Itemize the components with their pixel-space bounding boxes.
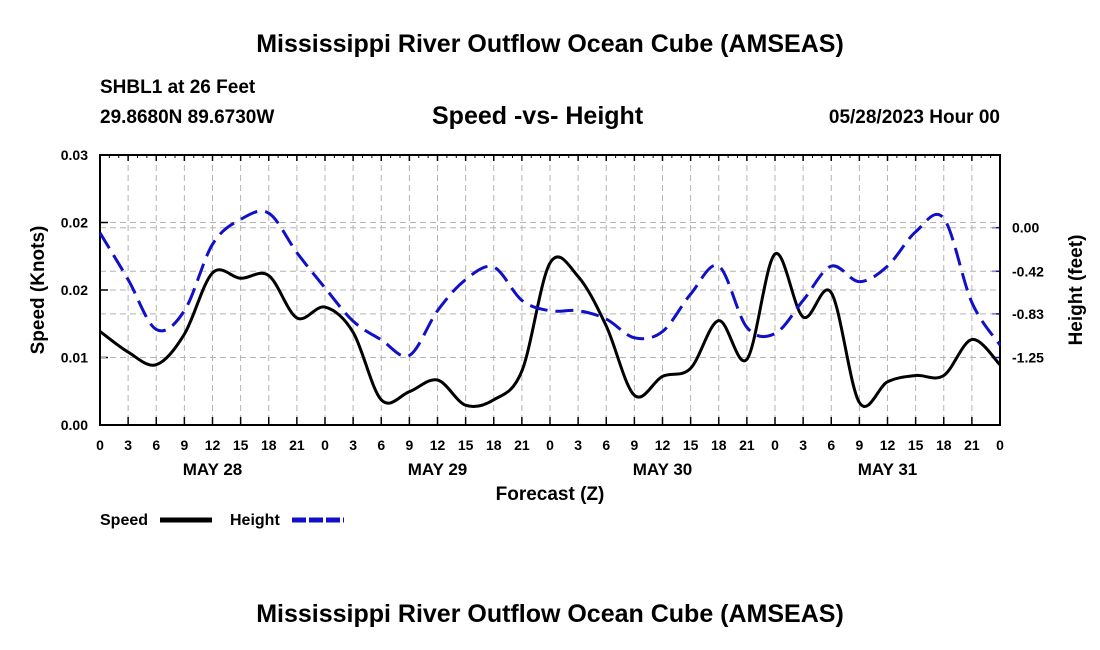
x-tick-label: 3: [349, 437, 357, 453]
x-tick-label: 6: [827, 437, 835, 453]
x-tick-label: 6: [377, 437, 385, 453]
x-tick-label: 21: [514, 437, 530, 453]
day-label: MAY 31: [858, 460, 918, 479]
x-tick-label: 9: [180, 437, 188, 453]
x-tick-label: 9: [405, 437, 413, 453]
x-axis-title: Forecast (Z): [496, 484, 605, 505]
x-tick-label: 18: [261, 437, 277, 453]
x-tick-label: 12: [430, 437, 446, 453]
legend-speed-label: Speed: [100, 512, 148, 529]
chart-subtitle: Speed -vs- Height: [432, 102, 644, 130]
x-tick-label: 21: [964, 437, 980, 453]
x-tick-label: 15: [458, 437, 474, 453]
x-tick-label: 0: [321, 437, 329, 453]
y-tick-label: 0.00: [61, 417, 88, 433]
station-label: SHBL1 at 26 Feet: [100, 77, 256, 98]
day-label: MAY 30: [633, 460, 693, 479]
y2-tick-label: -1.25: [1012, 350, 1044, 366]
x-tick-label: 18: [486, 437, 502, 453]
day-label: MAY 28: [183, 460, 243, 479]
x-tick-label: 21: [739, 437, 755, 453]
x-tick-label: 12: [655, 437, 671, 453]
y2-tick-label: -0.83: [1012, 306, 1044, 322]
y2-tick-label: 0.00: [1012, 220, 1039, 236]
x-tick-label: 6: [152, 437, 160, 453]
y-tick-label: 0.01: [61, 350, 88, 366]
x-tick-label: 12: [205, 437, 221, 453]
day-label: MAY 29: [408, 460, 468, 479]
x-tick-label: 3: [799, 437, 807, 453]
x-tick-label: 6: [602, 437, 610, 453]
x-tick-label: 9: [855, 437, 863, 453]
speed-series-line: [99, 252, 1002, 409]
x-tick-label: 12: [880, 437, 896, 453]
x-tick-label: 3: [574, 437, 582, 453]
x-tick-label: 18: [711, 437, 727, 453]
location-label: 29.8680N 89.6730W: [100, 107, 275, 128]
x-tick-label: 15: [683, 437, 699, 453]
x-tick-label: 21: [289, 437, 305, 453]
x-tick-label: 3: [124, 437, 132, 453]
x-tick-label: 0: [96, 437, 104, 453]
footer-title: Mississippi River Outflow Ocean Cube (AM…: [256, 600, 844, 628]
x-tick-label: 9: [630, 437, 638, 453]
y-tick-label: 0.02: [61, 282, 88, 298]
x-tick-label: 15: [233, 437, 249, 453]
plot-frame: [99, 154, 1001, 426]
x-tick-label: 15: [908, 437, 924, 453]
x-tick-label: 0: [546, 437, 554, 453]
y-tick-label: 0.02: [61, 215, 88, 231]
x-tick-label: 0: [771, 437, 779, 453]
height-series-line: [98, 209, 1002, 358]
chart-title: Mississippi River Outflow Ocean Cube (AM…: [256, 30, 844, 58]
legend-height-label: Height: [230, 512, 280, 529]
y2-tick-label: -0.42: [1012, 263, 1044, 279]
y-axis-title: Speed (Knots): [28, 226, 49, 355]
y-tick-label: 0.03: [61, 147, 88, 163]
x-tick-label: 0: [996, 437, 1004, 453]
x-tick-label: 18: [936, 437, 952, 453]
date-label: 05/28/2023 Hour 00: [828, 107, 1000, 128]
y2-axis-title: Height (feet): [1066, 235, 1087, 346]
